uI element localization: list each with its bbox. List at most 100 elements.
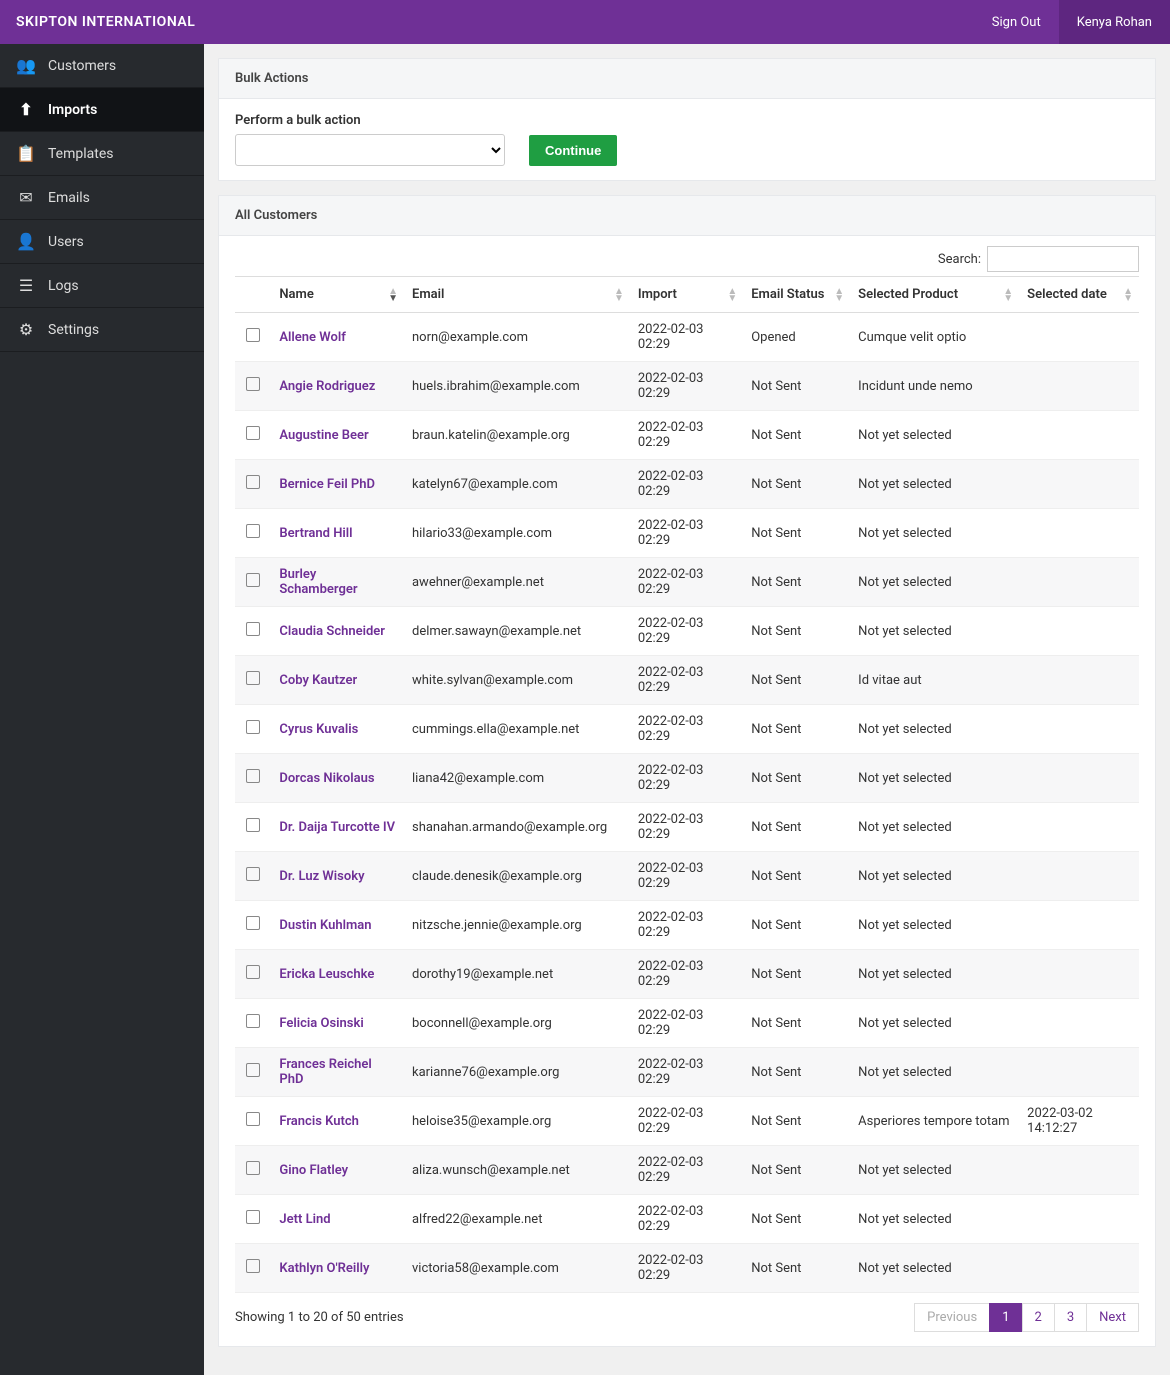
sidebar-item-users-label: Users — [48, 234, 84, 250]
cell-product: Not yet selected — [850, 558, 1019, 607]
continue-button[interactable]: Continue — [529, 135, 617, 166]
row-checkbox[interactable] — [246, 671, 260, 685]
row-checkbox[interactable] — [246, 573, 260, 587]
pagination-previous[interactable]: Previous — [914, 1303, 990, 1332]
pagination-next[interactable]: Next — [1086, 1303, 1139, 1332]
cell-import: 2022-02-03 02:29 — [630, 460, 743, 509]
customer-name-link[interactable]: Gino Flatley — [279, 1163, 348, 1178]
pagination-page-2[interactable]: 2 — [1022, 1303, 1055, 1332]
row-checkbox[interactable] — [246, 1014, 260, 1028]
current-user-menu[interactable]: Kenya Rohan — [1059, 0, 1170, 44]
row-checkbox[interactable] — [246, 867, 260, 881]
customer-name-link[interactable]: Angie Rodriguez — [279, 379, 375, 394]
cell-status: Not Sent — [743, 705, 850, 754]
table-row: Angie Rodriguezhuels.ibrahim@example.com… — [235, 362, 1139, 411]
row-checkbox[interactable] — [246, 377, 260, 391]
pagination-page-1[interactable]: 1 — [989, 1303, 1022, 1332]
search-input[interactable] — [987, 246, 1139, 272]
table-row: Dr. Luz Wisoky claude.denesik@example.org… — [235, 852, 1139, 901]
customer-name-link[interactable]: Allene Wolf — [279, 330, 346, 345]
column-header-import[interactable]: Import▲▼ — [630, 277, 743, 313]
customer-name-link[interactable]: Coby Kautzer — [279, 673, 357, 688]
sidebar-item-emails[interactable]: ✉Emails — [0, 176, 204, 220]
table-row: Jett Lindalfred22@example.net2022-02-03 … — [235, 1195, 1139, 1244]
sidebar-item-users[interactable]: 👤Users — [0, 220, 204, 264]
row-checkbox[interactable] — [246, 328, 260, 342]
cell-product: Not yet selected — [850, 705, 1019, 754]
customer-name-link[interactable]: Cyrus Kuvalis — [279, 722, 358, 737]
customer-name-link[interactable]: Bernice Feil PhD — [279, 477, 375, 492]
customer-name-link[interactable]: Dustin Kuhlman — [279, 918, 371, 933]
cell-status: Not Sent — [743, 1195, 850, 1244]
row-checkbox[interactable] — [246, 1259, 260, 1273]
row-checkbox[interactable] — [246, 475, 260, 489]
cell-import: 2022-02-03 02:29 — [630, 999, 743, 1048]
cell-import: 2022-02-03 02:29 — [630, 754, 743, 803]
cell-status: Not Sent — [743, 1146, 850, 1195]
sidebar-item-imports[interactable]: ⬆Imports — [0, 88, 204, 132]
column-header-email[interactable]: Email▲▼ — [404, 277, 630, 313]
cell-status: Opened — [743, 313, 850, 362]
sidebar-item-templates-label: Templates — [48, 146, 114, 162]
cell-date — [1019, 509, 1139, 558]
row-checkbox[interactable] — [246, 524, 260, 538]
cell-product: Not yet selected — [850, 607, 1019, 656]
row-checkbox[interactable] — [246, 965, 260, 979]
column-header-email-status[interactable]: Email Status▲▼ — [743, 277, 850, 313]
cell-import: 2022-02-03 02:29 — [630, 803, 743, 852]
bulk-action-select[interactable] — [235, 134, 505, 166]
table-row: Allene Wolfnorn@example.com2022-02-03 02… — [235, 313, 1139, 362]
cell-product: Incidunt unde nemo — [850, 362, 1019, 411]
pagination: Previous123Next — [915, 1303, 1139, 1332]
row-checkbox[interactable] — [246, 1112, 260, 1126]
cell-email: boconnell@example.org — [404, 999, 630, 1048]
row-checkbox[interactable] — [246, 1210, 260, 1224]
sidebar-nav: 👥Customers⬆Imports📋Templates✉Emails👤User… — [0, 44, 204, 1375]
customer-name-link[interactable]: Ericka Leuschke — [279, 967, 374, 982]
sort-icon: ▲▼ — [1123, 288, 1133, 302]
customer-name-link[interactable]: Dr. Luz Wisoky — [279, 869, 364, 884]
customer-name-link[interactable]: Burley Schamberger — [279, 567, 357, 597]
column-header-selected-product[interactable]: Selected Product▲▼ — [850, 277, 1019, 313]
row-checkbox[interactable] — [246, 622, 260, 636]
cell-product: Not yet selected — [850, 1244, 1019, 1293]
row-checkbox[interactable] — [246, 916, 260, 930]
customer-name-link[interactable]: Francis Kutch — [279, 1114, 359, 1129]
customer-name-link[interactable]: Augustine Beer — [279, 428, 368, 443]
cell-import: 2022-02-03 02:29 — [630, 901, 743, 950]
row-checkbox[interactable] — [246, 1063, 260, 1077]
cell-product: Not yet selected — [850, 754, 1019, 803]
row-checkbox[interactable] — [246, 769, 260, 783]
sidebar-item-templates[interactable]: 📋Templates — [0, 132, 204, 176]
cell-status: Not Sent — [743, 999, 850, 1048]
search-label: Search: — [938, 252, 981, 267]
row-checkbox[interactable] — [246, 1161, 260, 1175]
customer-name-link[interactable]: Bertrand Hill — [279, 526, 352, 541]
pagination-page-3[interactable]: 3 — [1054, 1303, 1087, 1332]
cell-email: norn@example.com — [404, 313, 630, 362]
sign-out-link[interactable]: Sign Out — [974, 0, 1059, 44]
column-header-selected-date[interactable]: Selected date▲▼ — [1019, 277, 1139, 313]
cell-email: claude.denesik@example.org — [404, 852, 630, 901]
cell-date — [1019, 1146, 1139, 1195]
cell-product: Not yet selected — [850, 999, 1019, 1048]
customer-name-link[interactable]: Jett Lind — [279, 1212, 330, 1227]
customer-name-link[interactable]: Dr. Daija Turcotte IV — [279, 820, 395, 835]
bulk-actions-title: Bulk Actions — [219, 59, 1155, 99]
customer-name-link[interactable]: Kathlyn O'Reilly — [279, 1261, 369, 1276]
cell-email: aliza.wunsch@example.net — [404, 1146, 630, 1195]
cell-product: Not yet selected — [850, 509, 1019, 558]
column-header-name[interactable]: Name▲▼ — [271, 277, 404, 313]
cell-email: karianne76@example.org — [404, 1048, 630, 1097]
sidebar-item-customers[interactable]: 👥Customers — [0, 44, 204, 88]
sidebar-item-settings-icon: ⚙ — [14, 320, 38, 339]
customer-name-link[interactable]: Dorcas Nikolaus — [279, 771, 374, 786]
row-checkbox[interactable] — [246, 818, 260, 832]
sidebar-item-settings[interactable]: ⚙Settings — [0, 308, 204, 352]
row-checkbox[interactable] — [246, 720, 260, 734]
customer-name-link[interactable]: Claudia Schneider — [279, 624, 385, 639]
sidebar-item-logs[interactable]: ☰Logs — [0, 264, 204, 308]
customer-name-link[interactable]: Frances Reichel PhD — [279, 1057, 371, 1087]
customer-name-link[interactable]: Felicia Osinski — [279, 1016, 363, 1031]
row-checkbox[interactable] — [246, 426, 260, 440]
